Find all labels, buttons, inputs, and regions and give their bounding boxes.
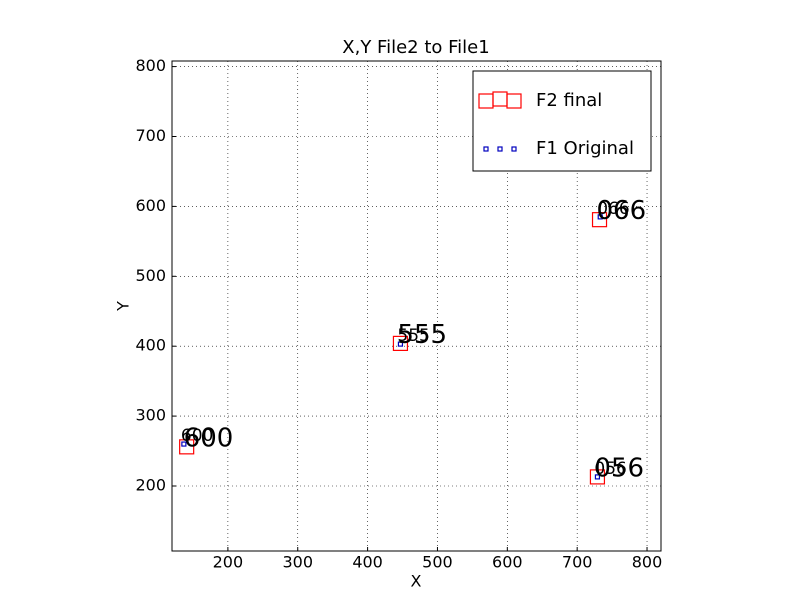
y-axis-label: Y	[114, 301, 133, 312]
y-tick-label: 800	[135, 56, 166, 75]
x-tick-label: 300	[282, 553, 313, 572]
point-label: 056	[594, 459, 626, 479]
point	[397, 341, 404, 347]
point-label: 600	[181, 426, 213, 446]
x-tick-label: 700	[562, 553, 593, 572]
legend-marker	[506, 93, 522, 109]
x-tick-label: 600	[492, 553, 523, 572]
x-tick-label: 400	[352, 553, 383, 572]
x-tick-label: 800	[632, 553, 663, 572]
point-label: 600	[184, 423, 234, 453]
point-label: 066	[597, 199, 629, 219]
y-tick-label: 600	[135, 196, 166, 215]
point	[597, 214, 603, 220]
y-tick-label: 500	[135, 266, 166, 285]
legend-label: F2 final	[536, 90, 602, 111]
x-tick-label: 200	[213, 553, 244, 572]
legend-marker	[483, 146, 489, 152]
legend-marker	[497, 146, 503, 152]
point	[179, 439, 195, 455]
plot-frame	[171, 60, 662, 552]
y-tick-label: 300	[135, 406, 166, 425]
point	[594, 474, 601, 480]
point-label: 066	[597, 196, 647, 226]
point-label: 555	[397, 326, 429, 346]
x-tick-label: 500	[422, 553, 453, 572]
y-tick-label: 400	[135, 336, 166, 355]
y-tick-label: 700	[135, 126, 166, 145]
legend-label: F1 Original	[536, 138, 634, 159]
point-label: 555	[397, 320, 447, 350]
y-tick-label: 200	[135, 475, 166, 494]
legend-box	[472, 70, 652, 172]
point	[181, 441, 187, 447]
x-axis-label: X	[411, 572, 422, 591]
point-label: 056	[594, 453, 644, 483]
chart-title: X,Y File2 to File1	[342, 37, 489, 58]
point	[392, 335, 409, 351]
point	[589, 469, 606, 485]
point	[591, 212, 608, 228]
legend-marker	[511, 146, 517, 152]
